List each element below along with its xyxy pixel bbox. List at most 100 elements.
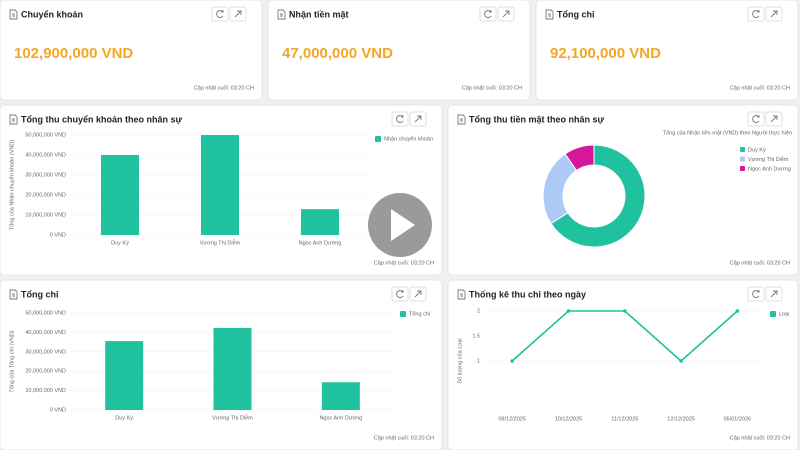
x-tick-label: 10/12/2025 (555, 416, 583, 422)
y-tick-label: 50,000,000 VND (25, 310, 66, 316)
legend-swatch (740, 147, 745, 152)
legend-swatch (375, 136, 381, 142)
refresh-icon (396, 115, 404, 123)
x-tick-label: Vương Thị Diễm (200, 239, 241, 246)
x-tick-label: 05/01/2026 (724, 416, 752, 422)
last-updated: Cập nhật cuối: 03:20 CH (194, 85, 254, 91)
refresh-icon (752, 290, 760, 298)
card-title: Thống kê thu chi theo ngày (469, 289, 586, 299)
point (510, 359, 514, 363)
x-tick-label: Vương Thị Diễm (212, 414, 253, 421)
expand-icon (414, 290, 422, 298)
last-updated: Cập nhật cuối: 03:20 CH (462, 85, 522, 91)
x-tick-label: Duy Kỳ (115, 415, 133, 421)
y-tick-label: 40,000,000 VND (25, 330, 66, 336)
expand-icon (414, 115, 422, 123)
y-tick-label: 20,000,000 VND (25, 192, 66, 198)
y-tick-label: 20,000,000 VND (25, 369, 66, 375)
card (535, 0, 799, 101)
y-tick-label: 0 VND (50, 407, 66, 413)
refresh-icon (216, 10, 224, 18)
doc-icon (277, 9, 286, 20)
expand-icon (770, 115, 778, 123)
legend-swatch (770, 311, 776, 317)
refresh-button[interactable] (747, 111, 765, 127)
legend-swatch (740, 166, 745, 171)
doc-icon (545, 9, 554, 20)
refresh-button[interactable] (391, 111, 409, 127)
refresh-button[interactable] (747, 6, 765, 22)
refresh-icon (484, 10, 492, 18)
card-title: Chuyển khoản (21, 9, 83, 19)
expand-icon (770, 290, 778, 298)
x-tick-label: 12/12/2025 (667, 416, 695, 422)
last-updated: Cập nhật cuối: 03:20 CH (374, 260, 434, 266)
pie-slice (550, 144, 646, 248)
bar (301, 209, 339, 235)
point (622, 309, 627, 313)
bar (105, 341, 144, 410)
legend-swatch (740, 156, 745, 162)
y-axis-label: Tổng của Nhận chuyển khoản (VND) (8, 140, 15, 230)
refresh-button[interactable] (391, 286, 409, 302)
card (447, 104, 799, 276)
y-axis-label: Tổng của Tổng chi (VND) (8, 330, 15, 392)
card (267, 0, 531, 101)
refresh-button[interactable] (211, 6, 229, 22)
refresh-button[interactable] (479, 6, 497, 22)
refresh-icon (752, 10, 760, 18)
y-tick-label: 1.5 (472, 333, 480, 339)
refresh-icon (396, 290, 404, 298)
refresh-icon (752, 115, 760, 123)
legend-label: Vương Thị Diễm (748, 156, 789, 163)
last-updated: Cập nhật cuối: 03:20 CH (730, 435, 790, 441)
expand-icon (770, 10, 778, 18)
x-tick-label: Duy Kỳ (111, 240, 129, 246)
expand-icon (234, 10, 242, 18)
x-tick-label: 09/12/2025 (498, 416, 526, 422)
point (735, 309, 740, 313)
card (447, 279, 799, 450)
legend-label: Ngọc Anh Dương (748, 166, 791, 172)
legend-label: Duy Kỳ (748, 147, 766, 153)
doc-icon (9, 9, 18, 20)
kpi-value: 92,100,000 VND (550, 45, 661, 62)
doc-icon (457, 114, 466, 125)
x-tick-label: 11/12/2025 (611, 416, 638, 422)
refresh-button[interactable] (747, 286, 765, 302)
pie-slice (564, 144, 595, 172)
kpi-value: 47,000,000 VND (282, 45, 393, 62)
card-title: Tổng chi (557, 9, 595, 19)
last-updated: Cập nhật cuối: 03:20 CH (730, 260, 790, 266)
card-title: Tổng thu chuyển khoản theo nhân sự (21, 114, 182, 124)
bar (201, 135, 239, 235)
y-tick-label: 10,000,000 VND (25, 212, 66, 218)
bar (321, 382, 360, 410)
expand-icon (502, 10, 510, 18)
y-tick-label: 10,000,000 VND (25, 388, 66, 394)
y-tick-label: 30,000,000 VND (25, 349, 66, 355)
card (0, 0, 263, 101)
legend-label: Tổng chi (409, 310, 430, 317)
card-title: Tổng thu tiền mặt theo nhân sự (469, 114, 604, 124)
x-tick-label: Ngọc Anh Dương (319, 415, 362, 421)
y-tick-label: 30,000,000 VND (25, 172, 66, 178)
last-updated: Cập nhật cuối: 03:20 CH (374, 435, 434, 441)
y-axis-label: Số lượng của Loại (456, 338, 463, 383)
card-title: Tổng chi (21, 289, 59, 299)
doc-icon (457, 289, 466, 300)
y-tick-label: 50,000,000 VND (25, 132, 66, 138)
chart-subtitle: Tổng của Nhận tiền mặt (VND) theo Người … (663, 129, 792, 136)
doc-icon (9, 114, 18, 125)
legend-label: Nhận chuyển khoản (384, 135, 433, 142)
doc-icon (9, 289, 18, 300)
bar (213, 327, 252, 410)
y-tick-label: 0 VND (50, 232, 66, 238)
kpi-value: 102,900,000 VND (14, 45, 133, 62)
last-updated: Cập nhật cuối: 03:20 CH (730, 85, 790, 91)
point (566, 309, 571, 313)
y-tick-label: 40,000,000 VND (25, 152, 66, 158)
legend-label: Loại (779, 311, 789, 317)
bar (101, 155, 139, 235)
